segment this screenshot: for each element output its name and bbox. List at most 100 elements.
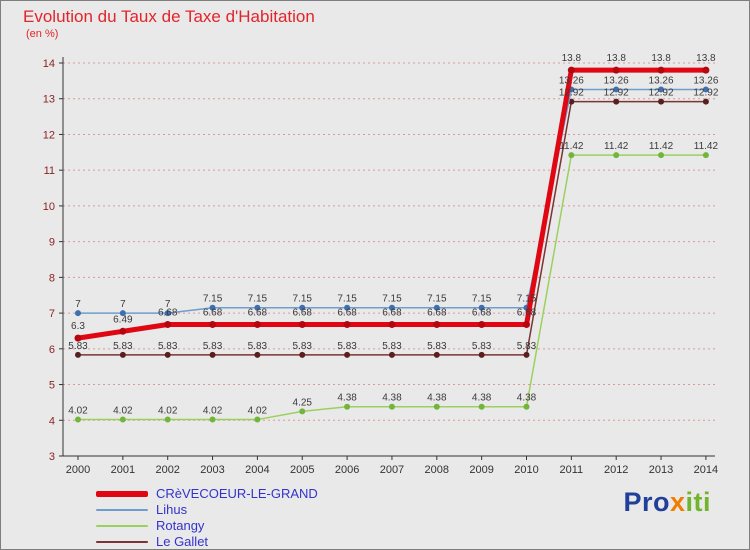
x-tick-label: 2014 <box>694 464 718 476</box>
logo-part-1: x <box>669 487 686 517</box>
data-point <box>702 86 709 93</box>
data-point <box>702 66 710 74</box>
point-label: 6.68 <box>517 308 537 319</box>
data-point <box>164 416 171 423</box>
data-point <box>343 321 351 329</box>
data-point <box>702 98 709 105</box>
data-point <box>119 351 126 358</box>
point-label: 7.15 <box>337 294 357 305</box>
legend-label: Le Gallet <box>156 534 209 549</box>
point-label: 4.02 <box>113 406 133 417</box>
data-point <box>388 351 395 358</box>
x-tick-label: 2010 <box>514 464 538 476</box>
point-label: 5.83 <box>337 341 357 352</box>
point-label: 5.83 <box>158 341 178 352</box>
x-tick-label: 2009 <box>469 464 493 476</box>
legend-swatch-0 <box>96 490 148 497</box>
point-label: 7 <box>120 299 126 310</box>
point-label: 4.02 <box>248 406 268 417</box>
data-point <box>254 351 261 358</box>
data-point <box>209 351 216 358</box>
point-label: 5.83 <box>472 341 492 352</box>
point-label: 7.15 <box>203 294 223 305</box>
data-point <box>164 321 172 329</box>
logo-part-0: Pro <box>623 487 670 517</box>
point-label: 5.83 <box>382 341 402 352</box>
point-label: 4.38 <box>427 393 447 404</box>
point-label: 6.68 <box>337 308 357 319</box>
x-tick-label: 2003 <box>200 464 224 476</box>
chart-subtitle: (en %) <box>26 28 59 40</box>
data-point <box>523 403 530 410</box>
point-label: 6.68 <box>293 308 313 319</box>
data-point <box>74 334 82 342</box>
point-label: 12.92 <box>604 88 629 99</box>
point-label: 7.15 <box>472 294 492 305</box>
data-point <box>344 304 351 311</box>
data-point <box>299 408 306 415</box>
x-tick-label: 2002 <box>155 464 179 476</box>
point-label: 5.83 <box>427 341 447 352</box>
point-label: 4.38 <box>337 393 357 404</box>
data-point <box>433 321 441 329</box>
legend-swatch-2 <box>96 524 148 527</box>
data-point <box>119 416 126 423</box>
point-label: 7 <box>165 299 171 310</box>
point-label: 6.68 <box>158 308 178 319</box>
legend: CRèVECOEUR-LE-GRAND Lihus Rotangy Le Gal… <box>96 487 318 548</box>
x-tick-label: 2005 <box>290 464 314 476</box>
point-label: 13.8 <box>696 53 716 64</box>
point-label: 6.68 <box>382 308 402 319</box>
data-point <box>478 403 485 410</box>
legend-label: Lihus <box>156 502 188 517</box>
point-label: 6.49 <box>113 314 133 325</box>
point-label: 4.38 <box>517 393 537 404</box>
data-point <box>568 152 575 159</box>
legend-label: Rotangy <box>156 518 205 533</box>
data-point <box>344 403 351 410</box>
x-tick-label: 2000 <box>66 464 90 476</box>
y-tick-label: 10 <box>43 201 55 213</box>
data-point <box>119 310 126 317</box>
point-label: 5.83 <box>113 341 133 352</box>
data-point <box>164 351 171 358</box>
data-point <box>388 321 396 329</box>
x-tick-label: 2013 <box>649 464 673 476</box>
y-tick-label: 12 <box>43 129 55 141</box>
data-point <box>613 86 620 93</box>
data-point <box>75 310 81 317</box>
data-point <box>612 66 620 74</box>
y-tick-label: 13 <box>43 94 55 106</box>
logo-part-2: iti <box>685 487 711 517</box>
point-label: 7.15 <box>248 294 268 305</box>
point-label: 13.26 <box>604 75 629 86</box>
data-point <box>75 416 81 423</box>
x-tick-label: 2011 <box>560 464 584 476</box>
y-tick-label: 4 <box>49 415 55 427</box>
data-point <box>164 310 171 317</box>
point-label: 7.15 <box>293 294 313 305</box>
point-label: 6.68 <box>427 308 447 319</box>
point-label: 13.8 <box>562 53 582 64</box>
y-tick-label: 7 <box>49 308 55 320</box>
point-label: 11.42 <box>694 141 719 152</box>
point-label: 12.92 <box>559 88 584 99</box>
point-label: 6.68 <box>472 308 492 319</box>
legend-label: CRèVECOEUR-LE-GRAND <box>156 486 318 501</box>
y-tick-label: 11 <box>44 165 55 177</box>
point-label: 6.3 <box>71 321 85 332</box>
y-tick-label: 14 <box>43 58 55 70</box>
data-point <box>478 351 485 358</box>
point-label: 7.15 <box>382 294 402 305</box>
point-label: 5.83 <box>248 341 268 352</box>
legend-item-lihus: Lihus <box>96 503 318 516</box>
x-tick-label: 2012 <box>604 464 628 476</box>
data-point <box>658 86 665 93</box>
data-point <box>209 304 216 311</box>
data-point <box>299 304 306 311</box>
point-label: 13.26 <box>693 75 718 86</box>
x-tick-label: 2006 <box>335 464 359 476</box>
data-point <box>433 351 440 358</box>
legend-item-crevecoeur: CRèVECOEUR-LE-GRAND <box>96 487 318 500</box>
